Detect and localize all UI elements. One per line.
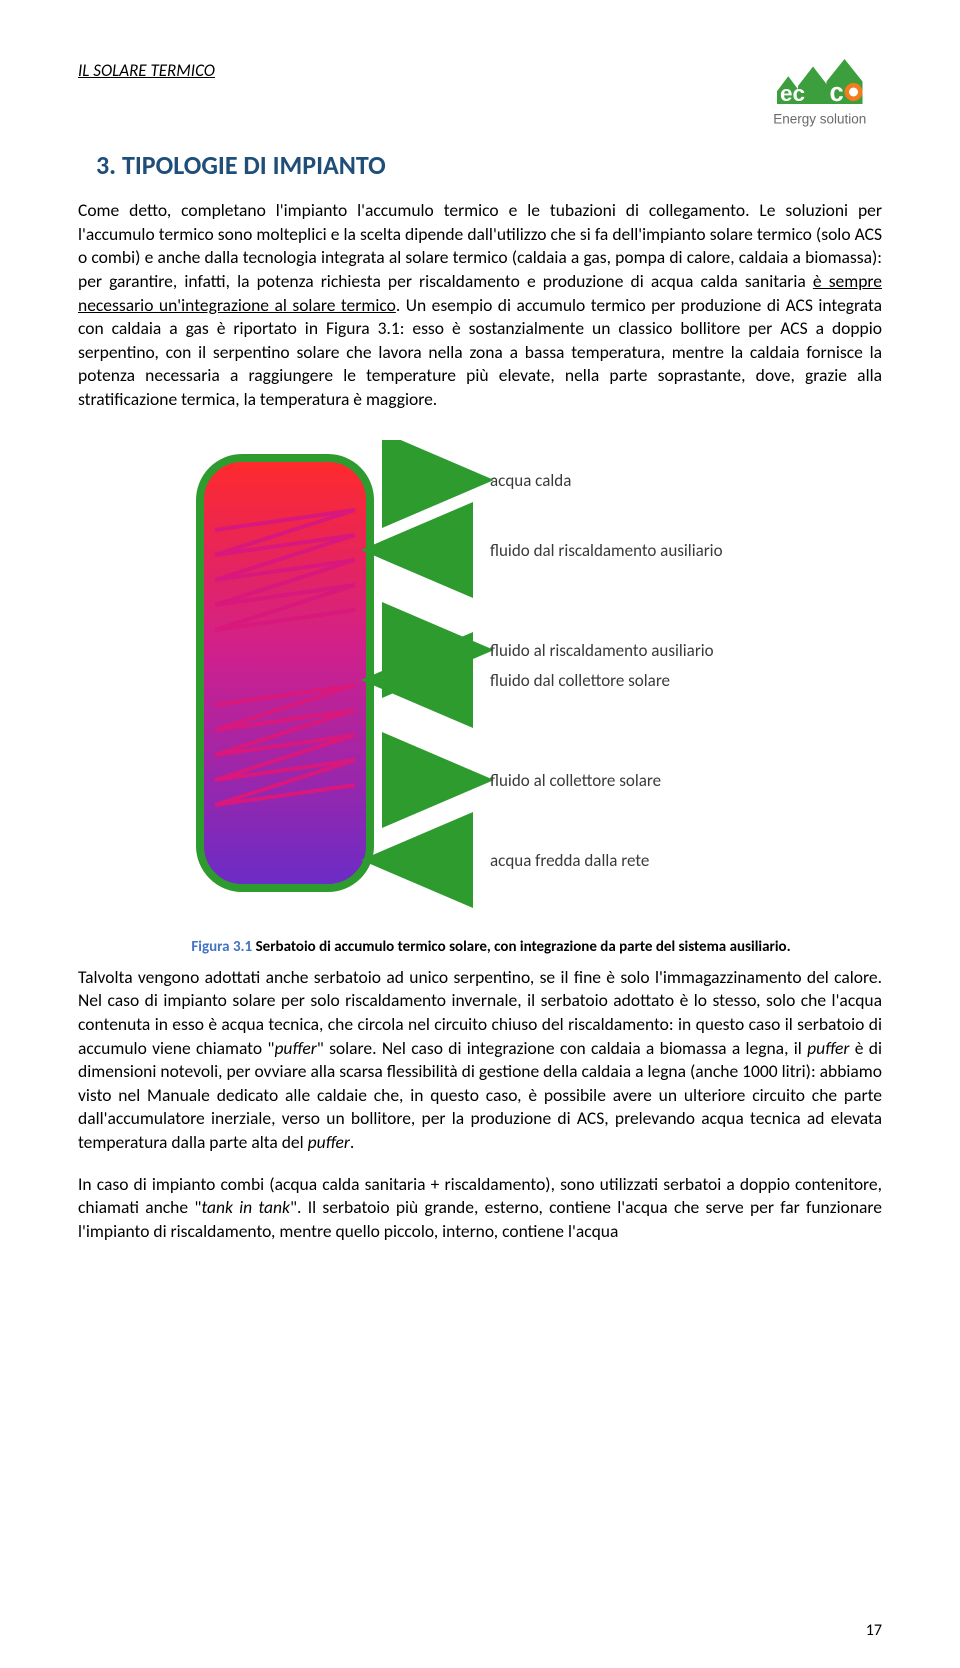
- svg-text:c: c: [830, 79, 844, 107]
- caption-rest: Serbatoio di accumulo termico solare, co…: [252, 938, 790, 956]
- doc-title: IL SOLARE TERMICO: [78, 60, 215, 81]
- tank-diagram-icon: acqua calda fluido dal riscaldamento aus…: [160, 440, 800, 920]
- diagram-label-5: fluido al collettore solare: [490, 770, 661, 791]
- p2b: " solare. Nel caso di integrazione con c…: [317, 1037, 807, 1059]
- paragraph-2: Talvolta vengono adottati anche serbatoi…: [78, 966, 882, 1155]
- caption-lead: Figura 3.1: [191, 938, 252, 956]
- p2c-i1: puffer: [308, 1131, 350, 1153]
- diagram-label-1: acqua calda: [490, 470, 571, 491]
- p2b-i1: puffer: [807, 1037, 849, 1059]
- p3a-i1: tank in tank: [201, 1196, 290, 1218]
- ecco-logo-icon: ec c Energy solution: [762, 50, 882, 140]
- diagram-label-3: fluido al riscaldamento ausiliario: [490, 640, 714, 661]
- page-header: IL SOLARE TERMICO ec c Energy solution: [78, 50, 882, 145]
- svg-text:ec: ec: [780, 81, 805, 106]
- section-title: 3. TIPOLOGIE DI IMPIANTO: [96, 149, 882, 181]
- figure-caption: Figura 3.1 Serbatoio di accumulo termico…: [100, 938, 882, 956]
- figure-3-1: acqua calda fluido dal riscaldamento aus…: [78, 440, 882, 920]
- p2a-i1: puffer: [274, 1037, 316, 1059]
- p1a: Come detto, completano l'impianto l'accu…: [78, 199, 750, 221]
- brand-logo: ec c Energy solution: [762, 50, 882, 145]
- paragraph-1: Come detto, completano l'impianto l'accu…: [78, 199, 882, 412]
- page-number: 17: [866, 1621, 882, 1640]
- p2d: .: [350, 1131, 354, 1153]
- diagram-label-2: fluido dal riscaldamento ausiliario: [490, 540, 723, 561]
- paragraph-3: In caso di impianto combi (acqua calda s…: [78, 1173, 882, 1244]
- svg-text:Energy solution: Energy solution: [773, 112, 866, 127]
- diagram-label-6: acqua fredda dalla rete: [490, 850, 649, 871]
- diagram-label-4: fluido dal collettore solare: [490, 670, 670, 691]
